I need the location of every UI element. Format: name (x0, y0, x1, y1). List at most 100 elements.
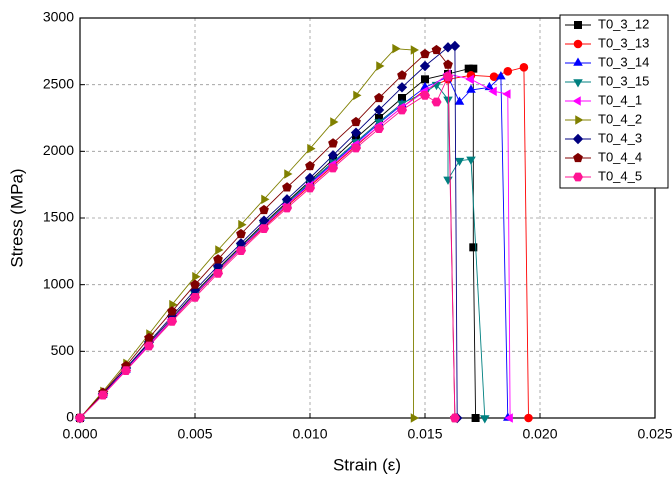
marker (431, 97, 442, 107)
marker (469, 243, 478, 252)
legend-marker (573, 39, 583, 49)
marker (282, 182, 292, 192)
legend-label: T0_4_1 (598, 92, 642, 107)
marker (307, 143, 316, 154)
legend-marker (572, 96, 581, 106)
marker (419, 60, 431, 72)
legend: T0_3_12 T0_3_13 T0_3_14 T0_3_15 T0_4_1 T0_4_2… (559, 14, 669, 189)
marker (258, 224, 270, 234)
legend-label: T0_3_14 (598, 54, 649, 69)
marker (212, 268, 224, 278)
marker (373, 124, 385, 134)
marker (259, 204, 269, 215)
marker (419, 90, 431, 100)
marker (392, 43, 401, 54)
marker (189, 292, 201, 302)
marker (410, 413, 419, 423)
marker (351, 116, 361, 127)
marker (449, 413, 460, 423)
marker (169, 299, 178, 310)
y-tick-label: 2000 (43, 142, 74, 158)
legend-marker (573, 57, 583, 66)
marker (238, 219, 247, 230)
marker (213, 254, 223, 264)
marker (350, 143, 362, 153)
y-tick-label: 2500 (43, 75, 74, 91)
legend-label: T0_4_5 (598, 168, 642, 183)
series-line (79, 66, 529, 419)
marker (504, 413, 513, 423)
legend-label: T0_4_2 (598, 111, 642, 126)
marker (74, 413, 86, 423)
marker (235, 246, 247, 256)
marker (236, 228, 246, 239)
series-line (79, 75, 509, 419)
legend-marker (572, 133, 584, 145)
legend-marker (575, 115, 584, 125)
marker (496, 71, 506, 80)
x-tick-label: 0.025 (637, 426, 672, 442)
marker (350, 127, 362, 138)
marker (374, 92, 384, 103)
marker (466, 156, 476, 165)
marker (410, 45, 419, 55)
marker (397, 70, 407, 80)
marker (396, 82, 408, 93)
legend-marker (573, 152, 583, 163)
x-tick-label: 0.015 (407, 426, 442, 442)
marker (431, 44, 442, 55)
marker (261, 194, 270, 205)
marker (327, 163, 339, 173)
marker (190, 279, 200, 289)
series-line (79, 73, 511, 419)
marker (488, 86, 497, 97)
y-tick-label: 1500 (43, 209, 74, 225)
legend-marker (573, 79, 583, 88)
marker (449, 40, 461, 52)
marker (466, 84, 476, 93)
marker (281, 203, 293, 213)
marker (330, 117, 339, 127)
y-tick-label: 500 (51, 342, 75, 358)
legend-label: T0_3_12 (598, 16, 649, 31)
legend-label: T0_4_4 (598, 149, 642, 164)
marker (167, 306, 177, 316)
marker (215, 245, 224, 255)
marker (304, 183, 316, 193)
marker (284, 169, 293, 179)
legend-label: T0_3_15 (598, 73, 649, 88)
marker (373, 104, 385, 116)
marker (465, 74, 474, 85)
marker (480, 415, 490, 424)
marker (192, 271, 201, 282)
marker (353, 90, 362, 101)
x-tick-label: 0.000 (62, 426, 97, 442)
y-tick-label: 1000 (43, 275, 74, 291)
marker (305, 160, 315, 171)
marker (442, 42, 454, 53)
marker (519, 63, 529, 72)
marker (327, 150, 339, 161)
y-tick-label: 3000 (43, 9, 74, 25)
y-tick-label: 0 (66, 409, 74, 425)
marker (258, 215, 270, 226)
marker (143, 341, 155, 351)
marker (328, 138, 338, 148)
marker (304, 172, 316, 184)
marker (502, 89, 511, 99)
marker (454, 96, 465, 105)
legend-label: T0_4_3 (598, 130, 642, 145)
legend-marker (572, 172, 584, 182)
x-tick-label: 0.005 (177, 426, 212, 442)
marker (471, 414, 480, 422)
legend-label: T0_3_13 (598, 35, 649, 50)
x-tick-label: 0.020 (522, 426, 557, 442)
marker (281, 194, 293, 205)
marker (442, 72, 454, 82)
x-axis-label: Strain (ε) (333, 455, 401, 474)
marker (396, 105, 408, 115)
marker (443, 59, 453, 69)
marker (97, 390, 109, 400)
marker (524, 413, 533, 423)
